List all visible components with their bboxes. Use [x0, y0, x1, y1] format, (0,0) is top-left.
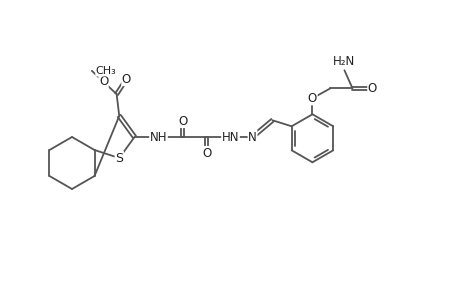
Text: O: O	[122, 73, 131, 85]
Text: S: S	[115, 152, 123, 164]
Text: N: N	[247, 130, 256, 143]
Text: O: O	[178, 115, 187, 128]
Text: H₂N: H₂N	[333, 55, 355, 68]
Text: O: O	[202, 146, 211, 160]
Text: HN: HN	[221, 130, 239, 143]
Text: NH: NH	[150, 130, 167, 143]
Text: O: O	[367, 82, 376, 95]
Text: O: O	[99, 75, 108, 88]
Text: O: O	[307, 92, 316, 105]
Text: CH₃: CH₃	[95, 66, 116, 76]
